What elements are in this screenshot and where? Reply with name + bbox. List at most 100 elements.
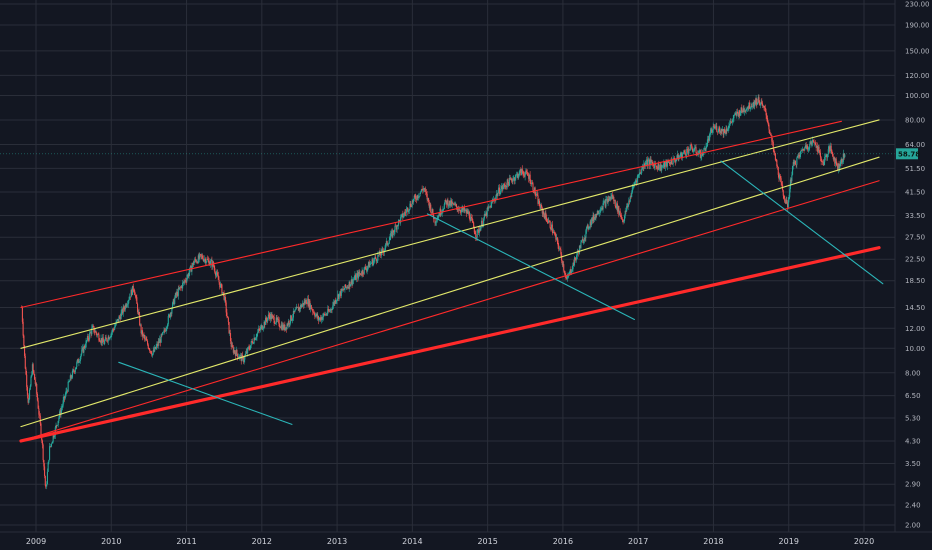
candle-body bbox=[156, 343, 158, 347]
candle-body bbox=[30, 376, 32, 386]
cyan-trend-line[interactable] bbox=[118, 361, 293, 425]
candle-body bbox=[778, 174, 780, 179]
candle-body bbox=[844, 154, 846, 158]
candle-body bbox=[631, 187, 633, 193]
candle-body bbox=[368, 262, 370, 268]
candle-body bbox=[84, 345, 86, 348]
candle-body bbox=[411, 201, 413, 207]
cyan-trend-line[interactable] bbox=[720, 160, 884, 285]
candle-body bbox=[203, 259, 205, 262]
candle-body bbox=[478, 229, 480, 233]
candle-body bbox=[357, 272, 360, 279]
candle-body bbox=[693, 150, 695, 152]
candle-body bbox=[580, 242, 582, 249]
candle-body bbox=[771, 135, 773, 142]
candle-body bbox=[392, 230, 395, 233]
candle-body bbox=[434, 217, 436, 224]
candle-body bbox=[498, 187, 500, 193]
candle-body bbox=[460, 209, 463, 213]
cyan-trend-line[interactable] bbox=[426, 213, 635, 321]
candle-body bbox=[628, 200, 630, 204]
candle-body bbox=[310, 305, 312, 309]
candle-body bbox=[618, 211, 621, 215]
candle-body bbox=[41, 440, 43, 445]
candle-body bbox=[282, 324, 284, 330]
candle-body bbox=[27, 394, 29, 403]
yellow-trend-line[interactable] bbox=[20, 156, 880, 428]
candle-body bbox=[603, 201, 606, 202]
red-trend-line[interactable] bbox=[19, 246, 881, 443]
candle-body bbox=[787, 199, 789, 208]
candle-body bbox=[690, 144, 692, 146]
candle-body bbox=[748, 102, 750, 109]
candle-body bbox=[111, 329, 114, 333]
candle-body bbox=[468, 211, 470, 219]
candle-body bbox=[692, 150, 694, 152]
candle-body bbox=[831, 150, 833, 153]
candle-body bbox=[696, 152, 698, 155]
candle-body bbox=[133, 290, 135, 291]
candle-body bbox=[664, 161, 666, 168]
candle-body bbox=[560, 249, 562, 255]
candle-body bbox=[204, 258, 206, 260]
candle-body bbox=[24, 356, 26, 369]
candle-body bbox=[551, 224, 553, 232]
candle-body bbox=[167, 324, 169, 328]
candle-body bbox=[222, 292, 224, 294]
candle-body bbox=[683, 150, 685, 153]
candle-body bbox=[638, 174, 640, 176]
candle-body bbox=[119, 316, 121, 320]
candle-body bbox=[179, 287, 181, 290]
candle-body bbox=[136, 303, 139, 313]
candle-body bbox=[546, 217, 548, 222]
candle-body bbox=[328, 310, 330, 312]
candle-body bbox=[85, 340, 87, 348]
candle-body bbox=[144, 338, 146, 340]
candle-body bbox=[269, 315, 271, 320]
candle-body bbox=[510, 178, 512, 180]
time-axis[interactable]: 2009 2010 2011 2012 2013 2014 2015 2016 2017 2018… bbox=[26, 537, 874, 546]
candle-body bbox=[267, 317, 269, 322]
candle-body bbox=[394, 225, 396, 233]
candle-body bbox=[422, 189, 424, 191]
candle-body bbox=[395, 226, 397, 230]
candle-body bbox=[416, 195, 418, 200]
candle-body bbox=[660, 164, 662, 171]
candle-body bbox=[753, 102, 755, 107]
candle-body bbox=[279, 326, 281, 328]
candle-body bbox=[410, 206, 412, 208]
candle-body bbox=[722, 129, 724, 135]
candle-body bbox=[749, 102, 751, 109]
candle-body bbox=[257, 332, 259, 334]
candle-body bbox=[362, 273, 365, 275]
candle-body bbox=[536, 194, 538, 196]
yellow-trend-line[interactable] bbox=[20, 119, 880, 349]
candle-body bbox=[247, 347, 249, 354]
candle-body bbox=[100, 338, 102, 342]
candle-body bbox=[289, 323, 291, 325]
candle-body bbox=[828, 146, 830, 150]
candle-body bbox=[736, 111, 738, 116]
candle-body bbox=[726, 129, 729, 132]
candle-body bbox=[546, 221, 548, 223]
candle-body bbox=[714, 126, 716, 129]
red-trend-line[interactable] bbox=[20, 120, 842, 309]
candle-body bbox=[355, 275, 357, 280]
candle-body bbox=[198, 255, 200, 259]
price-axis[interactable]: 2.00 2.40 2.90 3.50 4.30 5.30 6.50 8.00 10.00 12.… bbox=[905, 1, 930, 530]
candle-body bbox=[157, 343, 159, 346]
candle-body bbox=[65, 390, 67, 395]
candle-body bbox=[599, 210, 601, 213]
candle-body bbox=[211, 260, 213, 267]
candle-body bbox=[522, 172, 524, 173]
candle-body bbox=[263, 321, 265, 328]
red-trend-line[interactable] bbox=[20, 180, 880, 442]
candle-body bbox=[188, 272, 190, 277]
candle-body bbox=[147, 340, 149, 345]
candle-body bbox=[487, 208, 489, 209]
candle-body bbox=[489, 205, 491, 207]
candle-body bbox=[451, 202, 453, 206]
candle-body bbox=[69, 380, 71, 382]
candle-body bbox=[199, 254, 201, 259]
candle-body bbox=[455, 204, 458, 208]
